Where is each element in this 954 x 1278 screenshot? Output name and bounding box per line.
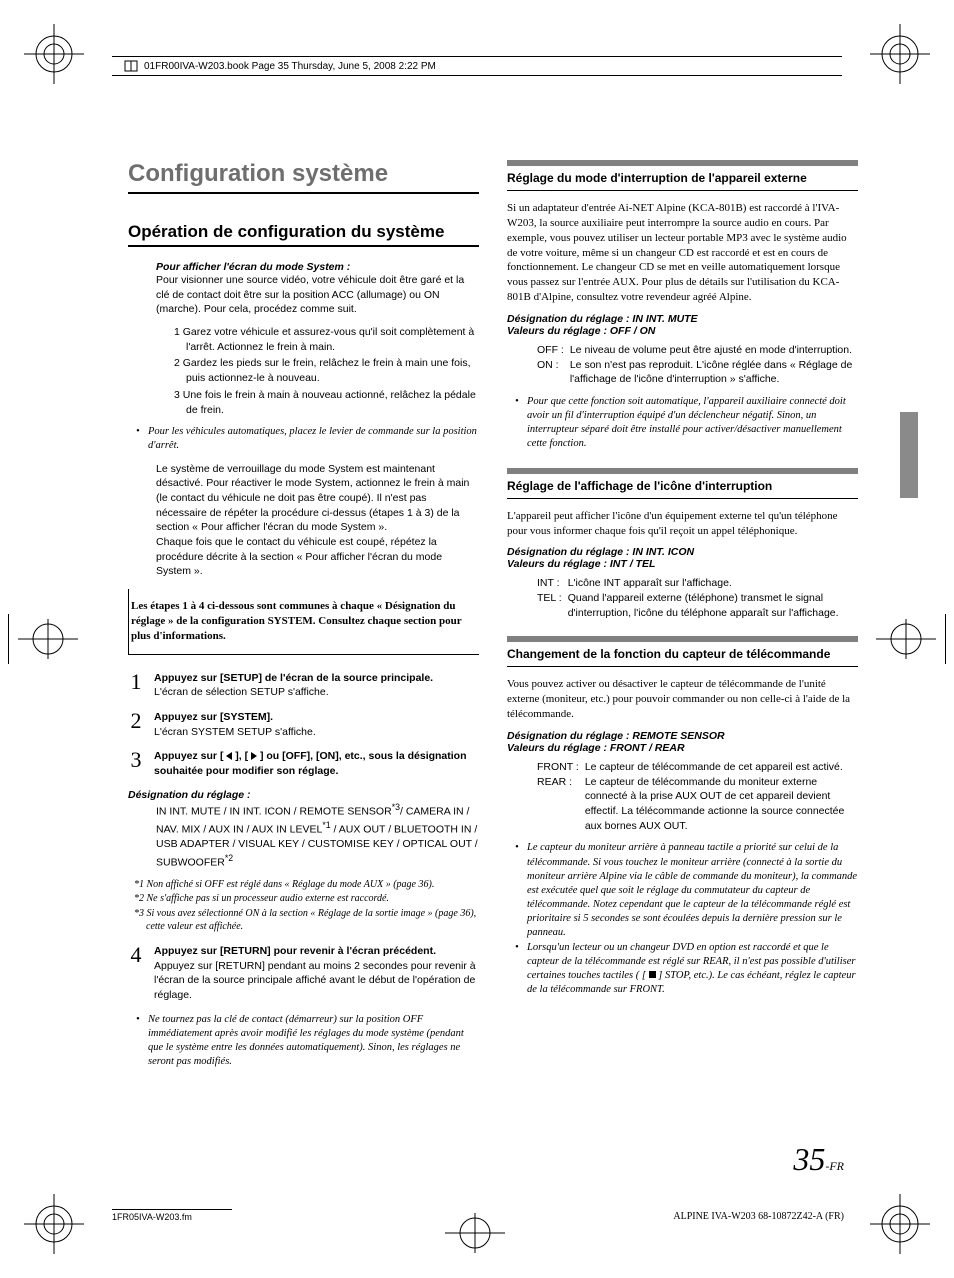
- left-column: Configuration système Opération de confi…: [128, 160, 479, 1077]
- setup-button-label: [SETUP]: [220, 672, 262, 684]
- step-2: 2 Appuyez sur [SYSTEM]. L'écran SYSTEM S…: [128, 710, 479, 739]
- crop-mark-tr: [870, 24, 930, 84]
- footer-model: ALPINE IVA-W203 68-10872Z42-A (FR): [673, 1211, 844, 1222]
- crop-mark-br: [870, 1194, 930, 1254]
- header-text: 01FR00IVA-W203.book Page 35 Thursday, Ju…: [144, 61, 436, 72]
- sec1-values: OFF :Le niveau de volume peut être ajust…: [507, 343, 858, 387]
- intro-steps: 1 Garez votre véhicule et assurez-vous q…: [156, 325, 479, 417]
- step-1-body: L'écran de sélection SETUP s'affiche.: [154, 686, 329, 698]
- system-button-label: [SYSTEM]: [220, 711, 270, 723]
- intro-step-3: 3 Une fois le frein à main à nouveau act…: [186, 388, 479, 417]
- sec3-des-1: Désignation du réglage : REMOTE SENSOR: [507, 730, 858, 742]
- bottom-note: Ne tournez pas la clé de contact (démarr…: [138, 1013, 479, 1070]
- intro-heading: Pour afficher l'écran du mode System :: [156, 261, 479, 273]
- footer-filename: 1FR05IVA-W203.fm: [112, 1209, 232, 1222]
- sec2-des-2: Valeurs du réglage : INT / TEL: [507, 558, 858, 570]
- common-steps-note: Les étapes 1 à 4 ci-dessous sont commune…: [131, 599, 477, 644]
- return-button-label: [RETURN]: [220, 945, 271, 957]
- page-number: 35-FR: [793, 1141, 844, 1178]
- sec1-des-2: Valeurs du réglage : OFF / ON: [507, 325, 858, 337]
- stop-icon: [649, 971, 656, 978]
- left-arrow-icon: [226, 752, 232, 760]
- designation-heading: Désignation du réglage :: [128, 789, 479, 801]
- crop-mark-bc: [440, 1208, 510, 1258]
- designation-values: IN INT. MUTE / IN INT. ICON / REMOTE SEN…: [128, 801, 479, 870]
- step-3: 3 Appuyez sur [ ], [ ] ou [OFF], [ON], e…: [128, 749, 479, 778]
- crop-mark-ml: [8, 614, 78, 664]
- sec2-des-1: Désignation du réglage : IN INT. ICON: [507, 546, 858, 558]
- crop-mark-mr: [876, 614, 946, 664]
- sec2-heading: Réglage de l'affichage de l'icône d'inte…: [507, 468, 858, 499]
- sec3-values: FRONT :Le capteur de télécommande de cet…: [507, 760, 858, 833]
- footnote-1: *1 Non affiché si OFF est réglé dans « R…: [134, 878, 479, 892]
- step-4: 4 Appuyez sur [RETURN] pour revenir à l'…: [128, 944, 479, 1003]
- right-arrow-icon: [251, 752, 257, 760]
- intro-step-2: 2 Gardez les pieds sur le frein, relâche…: [186, 356, 479, 385]
- sec2-values: INT :L'icône INT apparaît sur l'affichag…: [507, 576, 858, 620]
- step-number: 1: [128, 671, 144, 700]
- footnotes: *1 Non affiché si OFF est réglé dans « R…: [128, 878, 479, 934]
- step-number: 2: [128, 710, 144, 739]
- sec3-note-1: Le capteur du moniteur arrière à panneau…: [517, 841, 858, 940]
- intro-note: Pour les véhicules automatiques, placez …: [138, 425, 479, 453]
- page-title: Configuration système: [128, 160, 479, 194]
- sec1-heading: Réglage du mode d'interruption de l'appa…: [507, 160, 858, 191]
- section-subtitle: Opération de configuration du système: [128, 222, 479, 247]
- crop-mark-bl: [24, 1194, 84, 1254]
- sec1-des-1: Désignation du réglage : IN INT. MUTE: [507, 313, 858, 325]
- footnote-2: *2 Ne s'affiche pas si un processeur aud…: [134, 892, 479, 906]
- running-header: 01FR00IVA-W203.book Page 35 Thursday, Ju…: [112, 56, 842, 76]
- section-tab: [900, 412, 918, 498]
- right-column: Réglage du mode d'interruption de l'appa…: [507, 160, 858, 1077]
- intro-paragraph-2: Le système de verrouillage du mode Syste…: [128, 462, 479, 580]
- sec3-para: Vous pouvez activer ou désactiver le cap…: [507, 677, 858, 722]
- step-4-body: Appuyez sur [RETURN] pendant au moins 2 …: [154, 960, 476, 1001]
- step-number: 3: [128, 749, 144, 778]
- sec2-para: L'appareil peut afficher l'icône d'un éq…: [507, 509, 858, 539]
- intro-step-1: 1 Garez votre véhicule et assurez-vous q…: [186, 325, 479, 354]
- sec1-para: Si un adaptateur d'entrée Ai-NET Alpine …: [507, 201, 858, 305]
- sec3-des-2: Valeurs du réglage : FRONT / REAR: [507, 742, 858, 754]
- sec1-note: Pour que cette fonction soit automatique…: [517, 395, 858, 452]
- intro-paragraph: Pour visionner une source vidéo, votre v…: [156, 273, 479, 317]
- sec3-note-2: Lorsqu'un lecteur ou un changeur DVD en …: [517, 941, 858, 998]
- sec3-heading: Changement de la fonction du capteur de …: [507, 636, 858, 667]
- book-icon: [124, 59, 138, 73]
- step-number: 4: [128, 944, 144, 1003]
- step-2-body: L'écran SYSTEM SETUP s'affiche.: [154, 726, 316, 738]
- step-1: 1 Appuyez sur [SETUP] de l'écran de la s…: [128, 671, 479, 700]
- crop-mark-tl: [24, 24, 84, 84]
- footnote-3: *3 Si vous avez sélectionné ON à la sect…: [134, 907, 479, 934]
